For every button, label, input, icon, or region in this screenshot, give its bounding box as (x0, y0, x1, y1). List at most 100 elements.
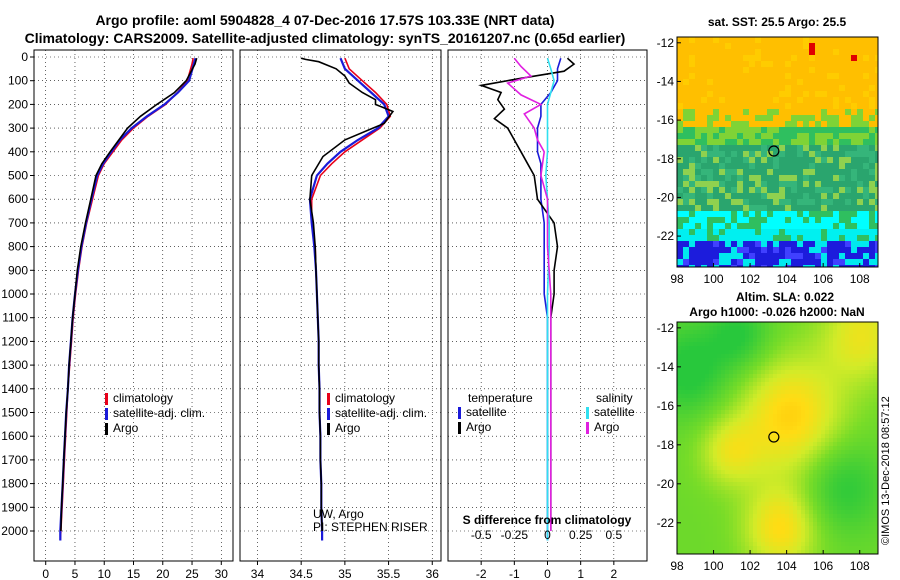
sst_map-cell (707, 157, 713, 163)
sla_map-cell (789, 362, 793, 366)
sst_map-cell (683, 133, 689, 139)
sla_map-cell (753, 406, 757, 410)
sla_map-cell (845, 330, 849, 334)
sst_map-cell (707, 145, 713, 151)
sla_map-cell (685, 482, 689, 486)
sst_map-cell (773, 79, 779, 85)
sla_map-cell (773, 518, 777, 522)
sla_map-cell (769, 530, 773, 534)
sla_map-cell (717, 498, 721, 502)
sla_map-cell (749, 502, 753, 506)
sst_map-cell (677, 241, 683, 247)
sst_map-cell (833, 235, 839, 241)
sst_map-cell (833, 55, 839, 61)
sla_map-cell (817, 542, 821, 546)
sla_map-cell (681, 470, 685, 474)
sst_map-cell (695, 235, 701, 241)
sla_map-cell (861, 486, 865, 490)
sla_map-cell (777, 362, 781, 366)
sla_map-cell (833, 498, 837, 502)
sla_map-cell (829, 494, 833, 498)
sst_map-cell (683, 211, 689, 217)
salinity-xtick-label: 34.5 (289, 567, 313, 580)
sla_map-cell (829, 370, 833, 374)
sla_map-cell (753, 338, 757, 342)
sla_map-cell (781, 386, 785, 390)
sla_map-cell (753, 518, 757, 522)
sla_map-cell (681, 430, 685, 434)
sla_map-cell (717, 490, 721, 494)
sla_map-cell (817, 490, 821, 494)
sst_map-cell (689, 103, 695, 109)
sla_map-cell (793, 382, 797, 386)
sla_map-cell (785, 362, 789, 366)
sla_map-cell (685, 370, 689, 374)
sla_map-cell (745, 478, 749, 482)
sla_map-cell (753, 414, 757, 418)
sst_map-cell (695, 193, 701, 199)
sla_map-cell (805, 350, 809, 354)
sla_map-cell (869, 330, 873, 334)
sla_map-cell (677, 518, 681, 522)
sst_map-cell (749, 37, 755, 43)
sla_map-cell (733, 378, 737, 382)
sla_map-cell (781, 462, 785, 466)
sst_map-cell (839, 91, 845, 97)
sst_map-cell (791, 67, 797, 73)
sla_map-cell (861, 402, 865, 406)
sla_map-cell (689, 510, 693, 514)
sla_map-cell (869, 454, 873, 458)
sla_map-cell (705, 406, 709, 410)
sst_map-cell (689, 175, 695, 181)
sla_map-cell (709, 466, 713, 470)
sla_map-cell (865, 358, 869, 362)
sla_map-cell (801, 402, 805, 406)
sla_map-cell (785, 434, 789, 438)
sst_map-cell (767, 253, 773, 259)
sla_map-cell (717, 526, 721, 530)
sla_map-cell (737, 406, 741, 410)
sla_map-cell (773, 354, 777, 358)
sst_map-cell (851, 235, 857, 241)
sst_map-cell (731, 247, 737, 253)
sla_map-cell (693, 470, 697, 474)
sst_map-ytick-label: -12 (657, 36, 675, 50)
sla_map-cell (709, 538, 713, 542)
sla_map-cell (849, 410, 853, 414)
sla_map-cell (681, 474, 685, 478)
sla_map-cell (809, 546, 813, 550)
sla_map-cell (745, 450, 749, 454)
sla_map-cell (785, 498, 789, 502)
sla_map-cell (837, 402, 841, 406)
sst_map-cell (821, 199, 827, 205)
sla_map-cell (729, 466, 733, 470)
sst_map-cell (743, 121, 749, 127)
sla_map-cell (685, 550, 689, 554)
sla_map-cell (761, 430, 765, 434)
sla_map-cell (769, 446, 773, 450)
sla_map-cell (709, 546, 713, 550)
sst_map-cell (725, 55, 731, 61)
sla_map-cell (733, 338, 737, 342)
sla_map-cell (813, 378, 817, 382)
sla_map-cell (777, 418, 781, 422)
sst_map-cell (701, 187, 707, 193)
sla_map-cell (869, 322, 873, 326)
sla_map-cell (821, 454, 825, 458)
sla_map-cell (825, 538, 829, 542)
sla_map-cell (777, 374, 781, 378)
sla_map-cell (697, 506, 701, 510)
sst_map-cell (791, 169, 797, 175)
sst_map-cell (875, 121, 878, 127)
sla_map-cell (765, 390, 769, 394)
sla_map-cell (825, 378, 829, 382)
sst_map-cell (869, 115, 875, 121)
sla_map-cell (681, 510, 685, 514)
sst_map-cell (833, 109, 839, 115)
sla_map-cell (745, 470, 749, 474)
sla_map-cell (741, 418, 745, 422)
sla_map-cell (729, 334, 733, 338)
sst_map-cell (761, 115, 767, 121)
sst_map-cell (713, 79, 719, 85)
sla_map-cell (697, 486, 701, 490)
